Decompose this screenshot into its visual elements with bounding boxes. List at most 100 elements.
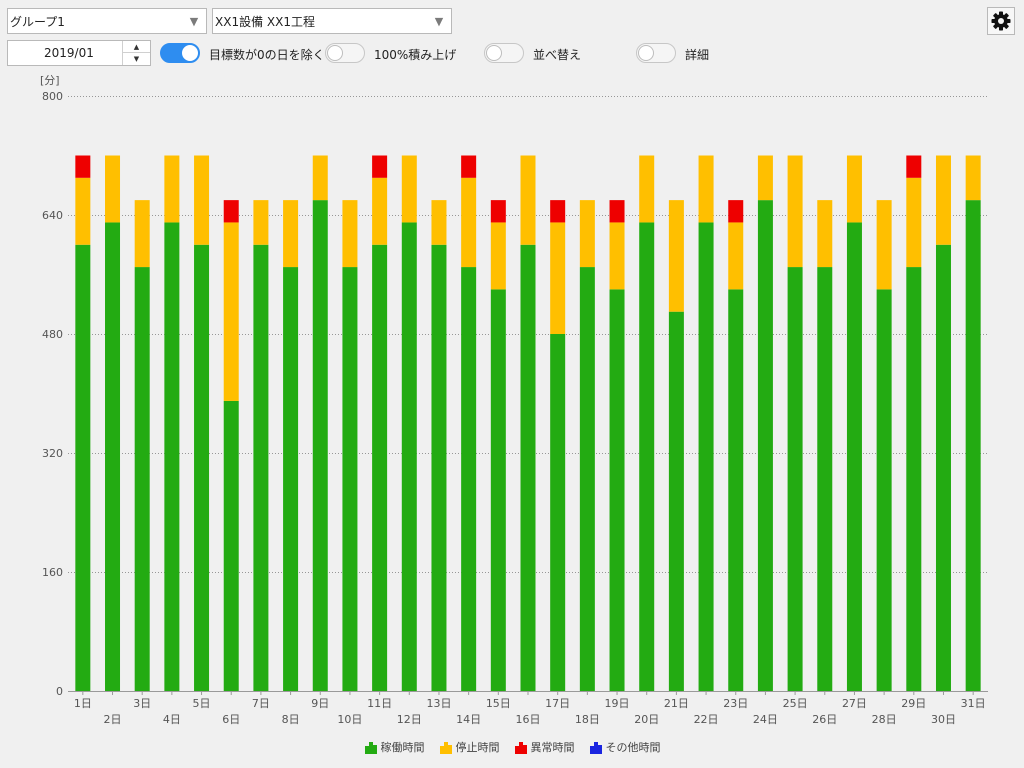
legend-label: 停止時間 bbox=[455, 741, 500, 754]
x-tick-label: 24日 bbox=[753, 713, 778, 726]
x-tick-label: 26日 bbox=[812, 713, 837, 726]
group-select[interactable]: グループ1 ▼ bbox=[7, 8, 207, 34]
triangle-up-icon[interactable]: ▲ bbox=[123, 41, 150, 53]
x-tick-label: 15日 bbox=[486, 697, 511, 710]
toggle-label-detail: 詳細 bbox=[685, 48, 710, 62]
x-tick-label: 27日 bbox=[842, 697, 867, 710]
toggle-label-exclude-zero-target: 目標数が0の日を除く bbox=[209, 48, 325, 62]
bar-segment bbox=[134, 200, 150, 268]
bar-segment bbox=[105, 155, 121, 223]
bar-segment bbox=[668, 200, 684, 312]
bar-segment bbox=[461, 155, 477, 178]
bar-segment bbox=[283, 200, 299, 268]
group-select-value: グループ1 bbox=[10, 15, 65, 29]
legend-item[interactable]: 稼働時間 bbox=[364, 739, 425, 755]
x-tick-label: 25日 bbox=[783, 697, 808, 710]
bar-segment bbox=[728, 200, 744, 223]
bar-segment bbox=[817, 200, 833, 268]
bar-segment bbox=[579, 200, 595, 268]
bar-segment bbox=[906, 155, 922, 178]
x-tick-label: 10日 bbox=[337, 713, 362, 726]
bar-segment bbox=[490, 200, 506, 223]
x-tick-label: 6日 bbox=[222, 713, 240, 726]
legend-item[interactable]: 異常時間 bbox=[514, 739, 575, 755]
month-value[interactable]: 2019/01 bbox=[44, 46, 94, 60]
bar-segment bbox=[312, 200, 328, 691]
chevron-down-icon[interactable]: ▼ bbox=[189, 14, 199, 28]
legend-label: 異常時間 bbox=[530, 741, 575, 754]
x-tick-label: 31日 bbox=[961, 697, 986, 710]
triangle-down-icon[interactable]: ▼ bbox=[133, 55, 140, 63]
equipment-select-value: XX1設備 XX1工程 bbox=[215, 15, 315, 29]
bar-segment bbox=[639, 155, 655, 223]
toggle-detail[interactable] bbox=[636, 43, 676, 63]
bar-segment bbox=[401, 222, 417, 691]
settings-button[interactable] bbox=[987, 7, 1015, 35]
x-tick-label: 28日 bbox=[872, 713, 897, 726]
bar-segment bbox=[461, 177, 477, 268]
bar-segment bbox=[876, 289, 892, 691]
legend-label: 稼働時間 bbox=[380, 741, 425, 754]
bar-segment bbox=[401, 155, 417, 223]
x-tick-label: 8日 bbox=[282, 713, 300, 726]
bar-segment bbox=[579, 267, 595, 691]
x-tick-label: 13日 bbox=[426, 697, 451, 710]
x-tick-label: 16日 bbox=[516, 713, 541, 726]
bar-segment bbox=[253, 244, 269, 691]
bar-segment bbox=[550, 334, 566, 691]
x-tick-label: 21日 bbox=[664, 697, 689, 710]
bar-segment bbox=[342, 267, 358, 691]
y-tick-label: 800 bbox=[42, 90, 63, 103]
x-tick-label: 9日 bbox=[311, 697, 329, 710]
bar-segment bbox=[935, 244, 951, 691]
bar-segment bbox=[639, 222, 655, 691]
bar-segment bbox=[75, 177, 91, 245]
x-tick-label: 7日 bbox=[252, 697, 270, 710]
bar-segment bbox=[965, 155, 981, 201]
chevron-down-icon[interactable]: ▼ bbox=[434, 14, 444, 28]
bar-chart-icon bbox=[439, 741, 452, 754]
toggle-label-sort: 並べ替え bbox=[533, 48, 582, 62]
bar-segment bbox=[906, 177, 922, 268]
bar-segment bbox=[342, 200, 358, 268]
legend-item[interactable]: 停止時間 bbox=[439, 739, 500, 755]
x-tick-label: 19日 bbox=[605, 697, 630, 710]
bar-segment bbox=[253, 200, 269, 245]
toggle-sort[interactable] bbox=[484, 43, 524, 63]
x-tick-label: 4日 bbox=[163, 713, 181, 726]
y-tick-label: 320 bbox=[42, 447, 63, 460]
bar-segment bbox=[431, 244, 447, 691]
x-tick-label: 2日 bbox=[104, 713, 122, 726]
bar-segment bbox=[668, 311, 684, 691]
x-tick-label: 12日 bbox=[397, 713, 422, 726]
bar-segment bbox=[846, 155, 862, 223]
x-tick-label: 17日 bbox=[545, 697, 570, 710]
x-tick-label: 18日 bbox=[575, 713, 600, 726]
toggle-label-100-percent-stack: 100%積み上げ bbox=[374, 48, 457, 62]
bar-segment bbox=[134, 267, 150, 691]
gear-icon bbox=[991, 11, 1011, 31]
bar-segment bbox=[164, 222, 180, 691]
month-spinner[interactable]: 2019/01 ▲ ▼ bbox=[7, 40, 151, 66]
equipment-select[interactable]: XX1設備 XX1工程 ▼ bbox=[212, 8, 452, 34]
bar-segment bbox=[817, 267, 833, 691]
toggle-100-percent-stack[interactable] bbox=[325, 43, 365, 63]
bar-segment bbox=[431, 200, 447, 245]
bar-segment bbox=[490, 289, 506, 691]
bar-segment bbox=[609, 200, 625, 223]
toggle-exclude-zero-target[interactable] bbox=[160, 43, 200, 63]
bar-chart-icon bbox=[364, 741, 377, 754]
bar-segment bbox=[846, 222, 862, 691]
legend-label: その他時間 bbox=[605, 741, 661, 754]
bar-segment bbox=[520, 155, 536, 245]
x-tick-label: 30日 bbox=[931, 713, 956, 726]
y-tick-label: 640 bbox=[42, 209, 63, 222]
x-tick-label: 20日 bbox=[634, 713, 659, 726]
x-tick-label: 29日 bbox=[901, 697, 926, 710]
bar-segment bbox=[75, 155, 91, 178]
bar-segment bbox=[75, 244, 91, 691]
x-tick-label: 1日 bbox=[74, 697, 92, 710]
legend-item[interactable]: その他時間 bbox=[589, 739, 661, 755]
y-axis-label: [分] bbox=[40, 74, 60, 87]
bar-segment bbox=[609, 289, 625, 691]
